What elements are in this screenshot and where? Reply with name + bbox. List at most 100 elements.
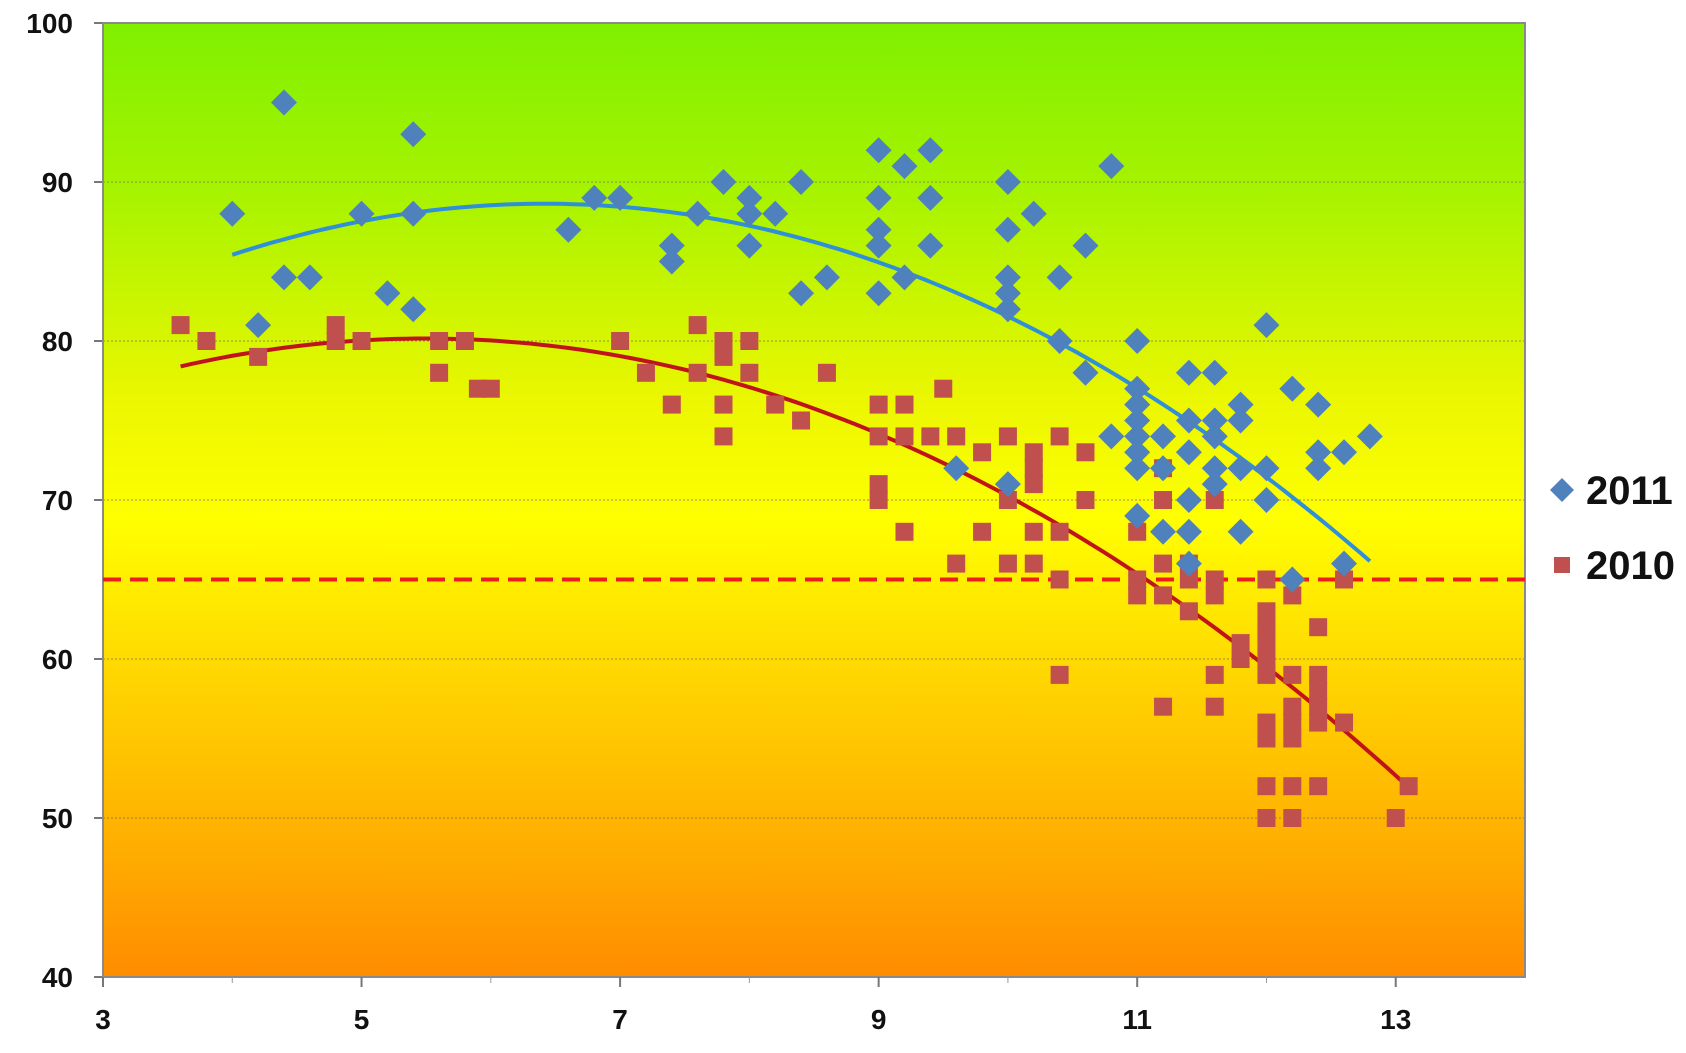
point-2010 <box>326 316 345 335</box>
point-2010 <box>1335 713 1354 732</box>
point-2010 <box>714 427 733 446</box>
data-points <box>171 89 1418 827</box>
point-2011 <box>736 200 763 227</box>
point-2010 <box>1283 809 1302 827</box>
point-2011 <box>1331 550 1358 577</box>
point-2010 <box>1283 586 1302 605</box>
point-2010 <box>1309 713 1328 732</box>
x-tick-label: 3 <box>95 1004 111 1035</box>
point-2010 <box>895 427 914 446</box>
point-2010 <box>998 427 1017 446</box>
point-2011 <box>348 200 375 227</box>
point-2011 <box>581 184 608 211</box>
point-2010 <box>1205 586 1224 605</box>
point-2010 <box>1257 729 1276 748</box>
point-2011 <box>917 184 944 211</box>
point-2010 <box>869 491 888 509</box>
point-2011 <box>1253 455 1280 482</box>
point-2011 <box>658 248 685 275</box>
point-2011 <box>865 232 892 259</box>
point-2011 <box>1124 375 1151 402</box>
point-2011 <box>1020 200 1047 227</box>
x-tick-label: 13 <box>1380 1004 1411 1035</box>
point-2010 <box>1154 554 1173 573</box>
point-2010 <box>1128 570 1147 589</box>
point-2010 <box>662 395 681 414</box>
axes: 40 50 60 70 80 90 100 3 5 7 9 11 13 <box>26 8 1526 1035</box>
point-2011 <box>684 200 711 227</box>
point-2010 <box>1257 665 1276 684</box>
point-2010 <box>249 347 268 366</box>
point-2011 <box>1201 423 1228 450</box>
point-2011 <box>1124 439 1151 466</box>
point-2011 <box>270 264 297 291</box>
point-2010 <box>1154 697 1173 716</box>
y-tick-label: 90 <box>42 167 73 198</box>
point-2011 <box>1046 264 1073 291</box>
point-2010 <box>1128 586 1147 605</box>
point-2011 <box>1150 423 1177 450</box>
point-2010 <box>326 332 345 350</box>
point-2010 <box>1309 665 1328 684</box>
legend-marker-2010 <box>1554 557 1570 573</box>
point-2010 <box>1076 491 1095 509</box>
x-tick-label: 5 <box>354 1004 370 1035</box>
y-tick-label: 60 <box>42 644 73 675</box>
point-2010 <box>998 554 1017 573</box>
point-2011 <box>865 184 892 211</box>
point-2010 <box>740 332 759 350</box>
point-2010 <box>1205 665 1224 684</box>
point-2010 <box>895 522 914 541</box>
point-2011 <box>1253 312 1280 339</box>
point-2011 <box>219 200 246 227</box>
point-2010 <box>869 475 888 494</box>
point-2011 <box>943 455 970 482</box>
legend-label-2010: 2010 <box>1586 544 1675 588</box>
point-2011 <box>1098 423 1125 450</box>
point-2011 <box>1175 550 1202 577</box>
point-2010 <box>1257 602 1276 621</box>
point-2011 <box>1227 455 1254 482</box>
point-2010 <box>197 332 216 350</box>
legend: 2011 2010 <box>1550 469 1675 588</box>
point-2010 <box>740 363 759 382</box>
point-2011 <box>1305 439 1332 466</box>
point-2011 <box>1201 407 1228 434</box>
point-2011 <box>917 232 944 259</box>
point-2010 <box>1335 570 1354 589</box>
point-2010 <box>947 554 966 573</box>
point-2010 <box>1283 777 1302 796</box>
point-2010 <box>1257 634 1276 653</box>
point-2010 <box>1309 777 1328 796</box>
point-2010 <box>1024 522 1043 541</box>
point-2010 <box>688 363 707 382</box>
point-2011 <box>1150 518 1177 545</box>
point-2011 <box>270 89 297 116</box>
point-2011 <box>994 471 1021 498</box>
point-2011 <box>555 216 582 243</box>
point-2011 <box>1175 359 1202 386</box>
point-2011 <box>1150 455 1177 482</box>
point-2010 <box>895 395 914 414</box>
point-2011 <box>1098 153 1125 180</box>
point-2010 <box>1283 713 1302 732</box>
point-2010 <box>1309 681 1328 700</box>
point-2010 <box>947 427 966 446</box>
point-2011 <box>1175 439 1202 466</box>
point-2011 <box>1175 407 1202 434</box>
point-2010 <box>1257 777 1276 796</box>
point-2010 <box>817 363 836 382</box>
point-2010 <box>1283 729 1302 748</box>
y-tick-label: 50 <box>42 803 73 834</box>
point-2011 <box>788 280 815 307</box>
point-2010 <box>869 395 888 414</box>
plot-area-border <box>102 22 1526 978</box>
point-2010 <box>1024 459 1043 478</box>
point-2011 <box>994 216 1021 243</box>
point-2011 <box>994 169 1021 195</box>
point-2011 <box>1175 487 1202 513</box>
point-2011 <box>1227 518 1254 545</box>
point-2011 <box>865 216 892 243</box>
point-2011 <box>1124 407 1151 434</box>
